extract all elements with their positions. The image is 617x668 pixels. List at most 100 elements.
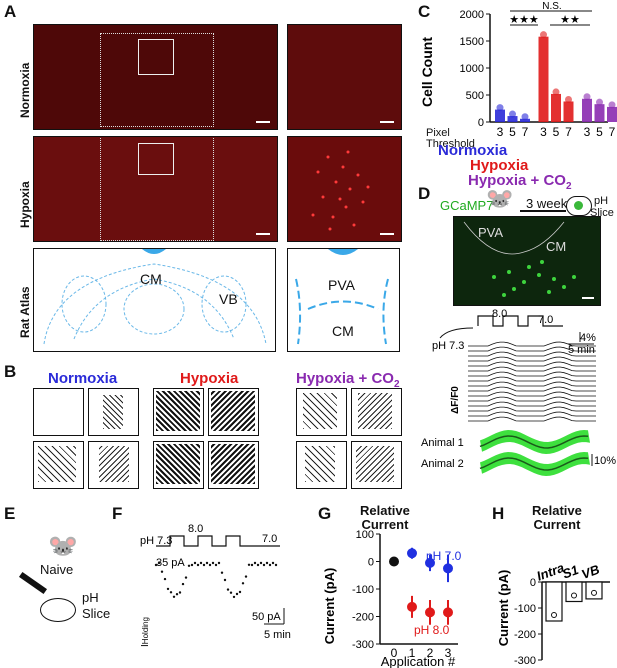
h-category-label: S1: [560, 562, 580, 582]
f-trace-point: [154, 563, 158, 567]
f-trace-point: [268, 563, 272, 567]
binary-speckle: [303, 393, 337, 429]
c-xtick-label: 5: [596, 125, 603, 139]
f-trace-point: [229, 591, 233, 594]
c-group-normoxia: Normoxia: [438, 142, 508, 159]
d-trace: [468, 371, 596, 377]
c-sig-3star: ★★★: [509, 14, 539, 26]
c-bar: [538, 36, 549, 122]
mouse-icon: 🐭: [48, 533, 78, 560]
f-trace-point: [175, 593, 179, 596]
d-trace: [468, 381, 596, 387]
d-trace: [468, 346, 596, 352]
f-trace-point: [163, 577, 167, 581]
atlas-label-cm: CM: [140, 271, 162, 287]
f-trace-point: [169, 591, 173, 594]
f-trace-point: [220, 571, 224, 574]
pixel-threshold-label: Pixel Threshold: [426, 127, 475, 150]
f-trace-point: [190, 563, 194, 567]
f-ph70: 7.0: [262, 533, 277, 545]
panel-label-b: B: [4, 362, 17, 381]
b-header-hypoxia-co2: Hypoxia + CO2: [296, 370, 400, 390]
d-trace-lines: [468, 341, 596, 422]
c-significance: N.S.★★★ ★★: [509, 1, 592, 26]
binary-image: [351, 441, 402, 489]
atlas-label-cm: CM: [332, 323, 354, 339]
c-point: [552, 88, 560, 96]
binary-image: [88, 388, 139, 436]
panel-label-g: G: [318, 504, 332, 523]
f-trace-point: [172, 595, 176, 598]
f-trace-point: [250, 563, 254, 567]
f-trace-point: [208, 563, 212, 567]
binary-image: [208, 388, 259, 436]
c-point: [596, 98, 603, 106]
f-trace-point: [202, 563, 206, 567]
f-trace-point: [247, 563, 251, 566]
panel-label-h: H: [492, 504, 505, 523]
binary-speckle: [211, 391, 255, 431]
f-trace-point: [235, 592, 239, 596]
gcamp-label: GCaMP7: [440, 198, 494, 213]
h-ylabel: Current (pA): [496, 570, 511, 647]
h-bar: [545, 581, 563, 622]
roi-solid-box: [138, 39, 174, 75]
binary-speckle: [358, 393, 392, 429]
g-points: [389, 547, 453, 625]
d-trace: [468, 416, 596, 422]
c-bar: [594, 104, 605, 122]
d-trace: [468, 341, 596, 347]
panel-label-f: F: [112, 504, 123, 523]
f-trace-point: [196, 563, 200, 567]
d-ph73: pH 7.3: [432, 340, 464, 352]
binary-image: [153, 388, 204, 436]
f-trace-point: [259, 561, 263, 565]
f-trace-point: [262, 563, 266, 567]
c-ytick-label: 2000: [460, 9, 484, 21]
f-trace-point: [241, 582, 245, 585]
d-animal-band: [480, 452, 590, 476]
g-point: [389, 556, 399, 567]
d-trace: [468, 361, 596, 367]
scale-bar: [256, 121, 270, 123]
c-bar: [607, 106, 617, 122]
c-point: [496, 104, 504, 112]
atlas-label-vb: VB: [219, 291, 238, 307]
binary-image: [351, 388, 402, 436]
g-xtick-label: 3: [445, 646, 452, 660]
roi-dotted-box: [100, 137, 214, 241]
f-trace-point: [265, 561, 269, 565]
d-trace: [468, 396, 596, 402]
h-category-label: VB: [579, 562, 601, 582]
c-sig-ns: N.S.: [542, 1, 561, 12]
g-ytick-label: -100: [352, 584, 374, 596]
gcamp-image: PVA CM: [453, 216, 601, 306]
b-header-hypoxia: Hypoxia: [180, 370, 239, 387]
normoxia-wide-image: [33, 24, 278, 130]
relative-current-chart: Current (pA) Application # 100 0 -100 -200 -…: [322, 530, 462, 668]
binary-speckle: [38, 446, 76, 482]
c-ytick-label: 0: [478, 117, 484, 129]
panel-label-c: C: [418, 2, 431, 21]
f-trace-point: [244, 575, 248, 578]
c-sig-2star: ★★: [560, 14, 580, 26]
g-ytick-label: 100: [356, 530, 374, 541]
h-bar: [565, 581, 583, 603]
f-trace-point: [271, 561, 275, 565]
g-ph70: pH 7.0: [426, 549, 462, 563]
f-trace-point: [157, 561, 161, 565]
f-trace-point: [238, 590, 242, 594]
row-label-hypoxia: Hypoxia: [18, 181, 32, 228]
binary-image: [296, 441, 347, 489]
h-title: Relative Current: [532, 503, 582, 532]
c-xtick-label: 5: [509, 125, 516, 139]
c-ytick-label: 1500: [460, 36, 484, 48]
c-bar: [551, 93, 561, 122]
g-point: [425, 557, 435, 568]
d-label-pva: PVA: [478, 225, 504, 240]
g-ytick-label: -300: [352, 639, 374, 651]
binary-speckle: [103, 395, 123, 429]
c-bar: [582, 98, 592, 122]
